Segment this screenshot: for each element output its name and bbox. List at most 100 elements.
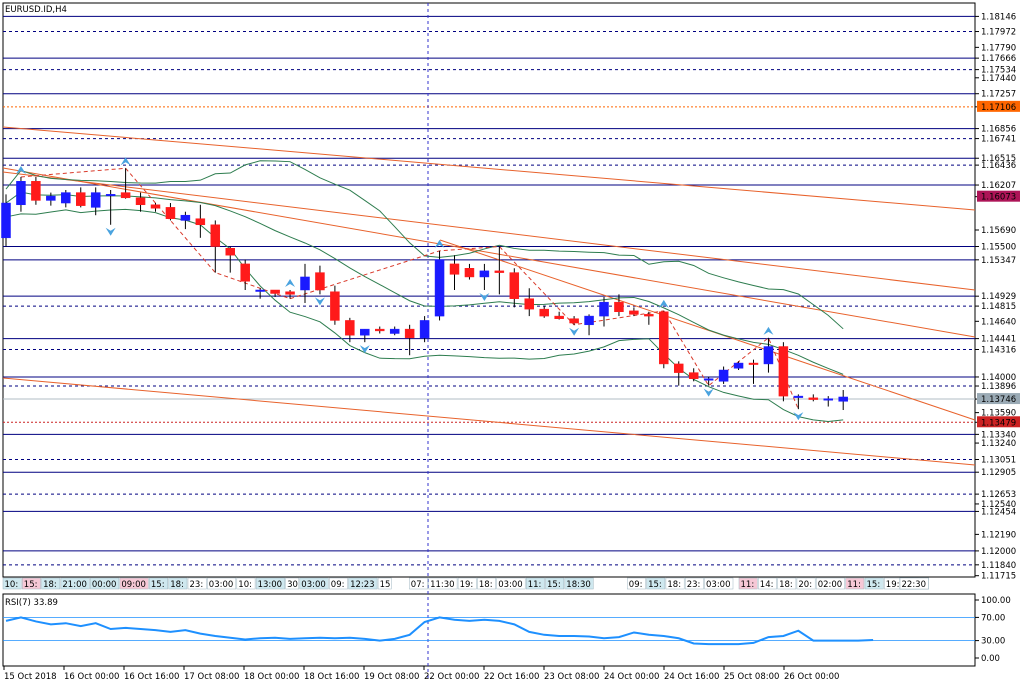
time-tag[interactable] — [187, 577, 207, 590]
candle[interactable] — [375, 326, 385, 334]
candle[interactable] — [748, 359, 759, 384]
candle[interactable] — [524, 288, 534, 317]
candle[interactable] — [105, 189, 116, 225]
time-tag[interactable] — [285, 577, 300, 590]
time-tag[interactable] — [255, 577, 285, 590]
time-tag[interactable] — [119, 577, 149, 590]
bear-candle-body — [539, 308, 549, 317]
candle[interactable] — [285, 290, 295, 299]
candle[interactable] — [659, 310, 669, 369]
candle[interactable] — [629, 307, 639, 317]
time-tag[interactable] — [207, 577, 237, 590]
time-tag[interactable] — [564, 577, 594, 590]
time-tag[interactable] — [545, 577, 565, 590]
candle[interactable] — [225, 246, 235, 273]
candle[interactable] — [793, 394, 804, 410]
time-tag[interactable] — [477, 577, 496, 590]
candle[interactable] — [554, 311, 564, 320]
time-tag[interactable] — [236, 577, 256, 590]
candle[interactable] — [165, 203, 176, 221]
candle[interactable] — [778, 342, 789, 402]
candle[interactable] — [614, 294, 624, 317]
candle[interactable] — [1, 194, 11, 247]
candle[interactable] — [703, 376, 714, 386]
candle[interactable] — [584, 314, 594, 336]
candle[interactable] — [808, 394, 819, 402]
time-tag[interactable] — [704, 577, 734, 590]
time-tag[interactable] — [428, 577, 458, 590]
time-tag[interactable] — [815, 577, 845, 590]
candle[interactable] — [449, 255, 460, 290]
candle[interactable] — [135, 192, 146, 212]
time-tag[interactable] — [299, 577, 329, 590]
candle[interactable] — [509, 268, 520, 308]
candle[interactable] — [195, 204, 206, 238]
time-tag[interactable] — [845, 577, 865, 590]
time-tag[interactable] — [90, 577, 120, 590]
time-axis-label: 18 Oct 16:00 — [304, 672, 359, 682]
candle[interactable] — [270, 289, 280, 297]
time-tag[interactable] — [149, 577, 168, 590]
candle[interactable] — [360, 328, 370, 343]
time-tag[interactable] — [777, 577, 797, 590]
candle[interactable] — [31, 176, 41, 205]
time-tag[interactable] — [377, 577, 392, 590]
time-tag[interactable] — [329, 577, 348, 590]
candle[interactable] — [733, 361, 744, 371]
candle[interactable] — [255, 288, 265, 299]
candle[interactable] — [90, 187, 101, 216]
candle[interactable] — [150, 203, 161, 212]
time-tag[interactable] — [646, 577, 666, 590]
time-tag[interactable] — [864, 577, 884, 590]
candle[interactable] — [240, 259, 250, 290]
time-tag[interactable] — [796, 577, 816, 590]
time-tag[interactable] — [348, 577, 378, 590]
rsi-axis-label: 100.00 — [981, 596, 1011, 606]
candle[interactable] — [300, 263, 310, 304]
candle[interactable] — [434, 250, 445, 321]
candle[interactable] — [494, 246, 505, 295]
candle[interactable] — [345, 317, 355, 343]
candle[interactable] — [210, 220, 221, 273]
candle[interactable] — [838, 390, 848, 411]
time-tag[interactable] — [2, 577, 22, 590]
time-tag[interactable] — [738, 577, 758, 590]
bull-candle-body — [599, 301, 609, 317]
candle[interactable] — [180, 211, 191, 230]
candle[interactable] — [16, 176, 26, 212]
time-tag[interactable] — [60, 577, 90, 590]
candle[interactable] — [539, 305, 549, 318]
candle[interactable] — [464, 263, 475, 280]
time-tag[interactable] — [758, 577, 777, 590]
time-tag[interactable] — [409, 577, 428, 590]
candle[interactable] — [674, 361, 684, 386]
candle[interactable] — [479, 263, 490, 290]
candle[interactable] — [599, 296, 609, 327]
time-tag[interactable] — [496, 577, 526, 590]
candle[interactable] — [419, 316, 430, 343]
time-tag[interactable] — [525, 577, 545, 590]
candle[interactable] — [76, 187, 86, 208]
candle[interactable] — [330, 285, 340, 325]
candle[interactable] — [404, 324, 415, 356]
time-tag[interactable] — [627, 577, 646, 590]
candle[interactable] — [644, 311, 654, 325]
time-tag[interactable] — [684, 577, 704, 590]
time-tag[interactable] — [22, 577, 41, 590]
candle[interactable] — [46, 192, 56, 206]
candle[interactable] — [569, 316, 579, 325]
candle[interactable] — [763, 337, 774, 373]
time-tag[interactable] — [457, 577, 477, 590]
candle[interactable] — [389, 326, 400, 336]
time-tag[interactable] — [168, 577, 188, 590]
time-tag[interactable] — [665, 577, 685, 590]
candle[interactable] — [688, 368, 699, 382]
time-tag[interactable] — [41, 577, 61, 590]
candle[interactable] — [718, 366, 729, 384]
candle[interactable] — [315, 265, 325, 295]
candle[interactable] — [823, 396, 833, 407]
candle[interactable] — [120, 168, 131, 199]
time-tag[interactable] — [899, 577, 929, 590]
candle[interactable] — [61, 189, 71, 208]
